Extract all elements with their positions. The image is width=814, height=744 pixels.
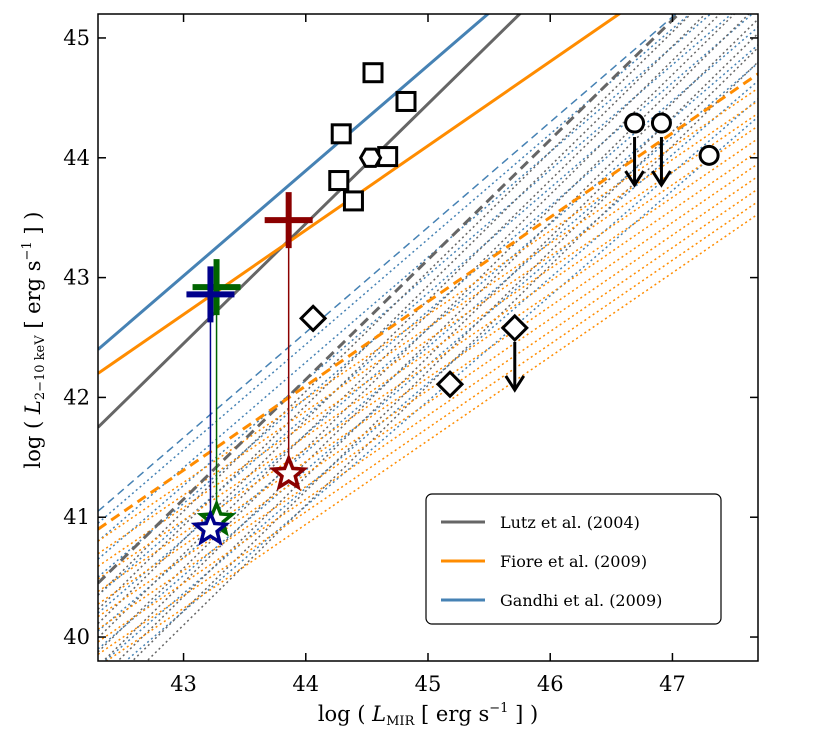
dotted-relation-line [105,213,758,661]
upper-limit-arrow-head [624,170,645,188]
dotted-relation-line [98,14,733,560]
y-tick-label: 44 [63,146,90,170]
x-tick-label: 44 [292,672,319,696]
legend-label-lutz: Lutz et al. (2004) [500,513,640,532]
x-tick-label: 47 [659,672,686,696]
source-star-marker [268,453,309,491]
dashed-relation-line [98,14,677,512]
dotted-relation-line [98,188,758,643]
source-plus-marker [186,266,235,323]
legend-label-gandhi: Gandhi et al. (2009) [500,591,662,610]
y-tick-label: 42 [63,385,90,409]
y-tick-label: 45 [63,26,90,50]
dotted-relation-line [98,175,758,630]
upper-limit-arrow-head [651,170,672,188]
dotted-relation-line [98,14,707,610]
dotted-relation-line [116,32,758,661]
source-star-marker [190,508,231,546]
legend-box [425,493,722,625]
x-tick-label: 45 [415,672,442,696]
source-plus-marker [192,259,241,316]
x-tick-label: 46 [537,672,564,696]
dotted-relation-line [98,200,758,656]
circle-marker [698,144,720,166]
legend-label-fiore: Fiore et al. (2009) [500,552,647,571]
upper-limit-arrow-head [504,375,526,393]
dotted-relation-line [98,125,758,580]
dashed-relation-line [98,72,758,531]
dotted-relation-line [98,163,758,618]
dotted-relation-line [98,26,758,596]
square-marker [328,170,350,192]
dotted-relation-line [131,47,758,661]
dotted-relation-line [98,14,712,542]
circle-marker [650,112,672,134]
dotted-relation-line [145,61,758,661]
dashed-relation-line [98,14,681,585]
dotted-relation-line [98,87,758,542]
relation-line [98,14,491,351]
y-axis-title: log ( L2−10 keV [ erg s−1 ] ) [20,212,48,469]
dotted-relation-line [124,116,758,661]
dotted-relation-line [98,112,758,567]
x-axis-title: log ( LMIR [ erg s−1 ] ) [318,701,538,729]
square-marker [395,90,417,112]
square-marker [342,190,364,212]
diamond-marker [298,304,328,333]
dotted-relation-line [98,150,758,605]
x-tick-label: 43 [170,672,197,696]
hexagon-marker [358,147,383,168]
source-plus-marker [264,192,313,249]
diamond-marker [435,370,465,399]
dotted-relation-line [102,18,758,661]
dotted-relation-line [98,14,721,625]
dotted-relation-line [98,14,754,578]
diamond-marker [500,313,529,343]
dotted-relation-line [98,14,691,524]
y-tick-label: 41 [63,505,90,529]
legend: Lutz et al. (2004) Fiore et al. (2009) G… [425,493,722,625]
dotted-relation-line [98,14,750,653]
dotted-relation-line [98,14,692,596]
dotted-relation-line [98,100,758,555]
dotted-relation-line [98,137,758,593]
circle-marker [624,112,646,134]
dotted-relation-line [98,14,736,639]
axis-ticks: 43 44 45 46 47 40 41 42 43 44 45 [63,14,758,696]
y-tick-label: 43 [63,266,90,290]
plot-area [98,14,758,661]
square-marker [362,62,384,84]
square-marker [330,123,352,145]
y-tick-label: 40 [63,625,90,649]
dotted-relation-line [103,98,758,661]
